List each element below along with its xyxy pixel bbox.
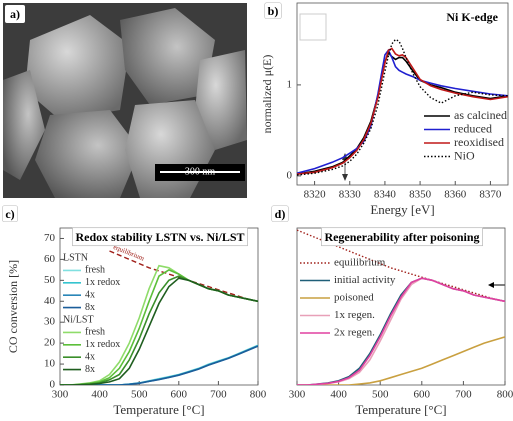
figure: 300 nm a) 8320 8330 8340 8350 8360 8370 0 1 Ener… — [0, 0, 513, 421]
y-tick-label: 1 — [287, 78, 293, 90]
y-axis-label: normalized μ(E) — [260, 55, 274, 134]
legend-label: 1x redox — [85, 277, 120, 288]
x-tick-label: 800 — [250, 389, 267, 401]
legend-label: initial activity — [334, 274, 396, 286]
arrow-head — [342, 174, 348, 181]
x-tick-label: 600 — [171, 389, 188, 401]
x-tick-label: 8340 — [374, 189, 397, 201]
series-line — [110, 251, 259, 301]
chart-title: Regenerability after poisoning — [324, 230, 479, 244]
chart-title: Ni K-edge — [446, 10, 498, 24]
y-tick-label: 70 — [44, 232, 56, 244]
y-tick-label: 60 — [44, 253, 56, 265]
legend-label: 2x regen. — [334, 327, 375, 339]
x-tick-label: 300 — [289, 389, 306, 401]
x-axis-label: Temperature [°C] — [355, 402, 446, 417]
x-tick-label: 600 — [414, 389, 431, 401]
arrow-head — [488, 282, 494, 288]
legend-label: poisoned — [334, 292, 374, 304]
inset-frame — [300, 14, 326, 40]
y-tick-label: 40 — [44, 295, 56, 307]
legend-label: 4x — [85, 289, 95, 300]
legend-label: 1x regen. — [334, 309, 375, 321]
y-tick-label: 20 — [44, 337, 56, 349]
legend-group: LSTN — [63, 252, 88, 263]
x-axis-label: Energy [eV] — [370, 202, 434, 217]
y-tick-label: 0 — [50, 379, 56, 391]
x-tick-label: 700 — [455, 389, 472, 401]
legend-label: fresh — [85, 265, 105, 276]
y-tick-label: 50 — [44, 274, 56, 286]
legend-label: reduced — [454, 121, 492, 135]
x-tick-label: 500 — [131, 389, 148, 401]
scale-bar-label: 300 nm — [185, 166, 216, 177]
y-axis-label: CO conversion [%] — [6, 260, 20, 353]
x-tick-label: 8330 — [339, 189, 362, 201]
x-axis-label: Temperature [°C] — [113, 402, 204, 417]
legend-group: Ni/LST — [63, 314, 94, 325]
legend-label: 4x — [85, 351, 95, 362]
legend-label: 1x redox — [85, 339, 120, 350]
legend-label: equilibrium — [334, 257, 386, 269]
x-tick-label: 500 — [372, 389, 389, 401]
chart-title: Redox stability LSTN vs. Ni/LST — [75, 230, 244, 244]
y-tick-label: 0 — [287, 169, 293, 181]
x-tick-label: 8350 — [409, 189, 432, 201]
x-tick-label: 800 — [497, 389, 513, 401]
y-tick-label: 30 — [44, 316, 56, 328]
x-tick-label: 400 — [330, 389, 347, 401]
x-tick-label: 400 — [91, 389, 108, 401]
legend-label: 8x — [85, 302, 95, 313]
panel-label: b) — [268, 4, 279, 18]
panel-label: a) — [10, 7, 20, 21]
y-tick-label: 10 — [44, 358, 56, 370]
x-tick-label: 8360 — [444, 189, 467, 201]
plot-frame — [297, 228, 505, 385]
series-line — [297, 337, 505, 385]
legend-label: fresh — [85, 327, 105, 338]
x-tick-label: 700 — [210, 389, 227, 401]
sem-image: 300 nm a) — [3, 3, 247, 198]
legend-label: as calcined — [454, 108, 507, 122]
x-tick-label: 8370 — [479, 189, 502, 201]
panel-label: c) — [5, 207, 14, 221]
legend-label: NiO — [454, 148, 475, 162]
legend-label: 8x — [85, 364, 95, 375]
panel-label: d) — [275, 207, 286, 221]
legend-label: reoxidised — [454, 135, 504, 149]
x-tick-label: 8320 — [304, 189, 327, 201]
plot-frame — [297, 3, 508, 185]
